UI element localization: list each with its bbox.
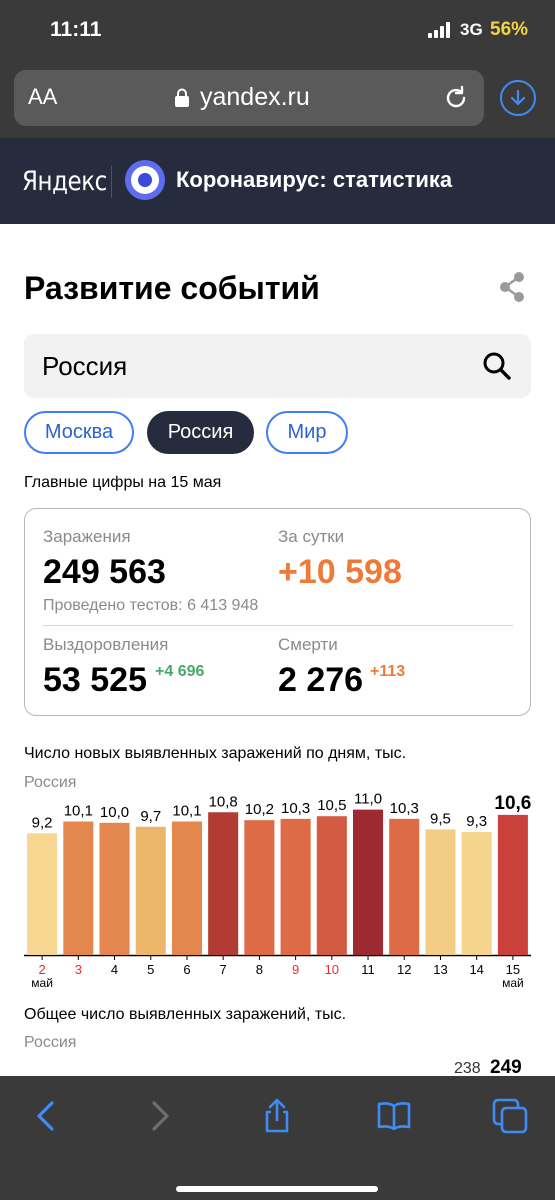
chart-bar bbox=[389, 818, 420, 955]
chart-tick-label: 9 bbox=[292, 962, 299, 977]
chart-value-label: 10,3 bbox=[281, 800, 310, 817]
chart-bar bbox=[99, 822, 130, 955]
chart-bar bbox=[135, 826, 166, 955]
chart-value-label: 10,0 bbox=[100, 804, 129, 821]
tabs-icon[interactable] bbox=[492, 1098, 528, 1134]
browser-toolbar bbox=[0, 1076, 555, 1200]
daily-cases-chart: 9,22май10,1310,049,7510,1610,8710,2810,3… bbox=[24, 791, 531, 988]
recovered-label: Выздоровления bbox=[43, 635, 169, 654]
chart-value-label: 10,5 bbox=[317, 797, 346, 814]
chart-tick-label: 4 bbox=[111, 962, 118, 977]
chart-bar bbox=[27, 833, 58, 955]
bookmarks-icon[interactable] bbox=[376, 1098, 412, 1134]
chart-tick-label: 10 bbox=[325, 962, 339, 977]
chart-tick-label: 12 bbox=[397, 962, 411, 977]
chart-bar bbox=[497, 814, 528, 955]
chart-tick-label: 2 bbox=[38, 962, 45, 977]
chart-bar bbox=[461, 832, 492, 955]
chart-tick-label: 11 bbox=[361, 962, 375, 977]
chart-bar bbox=[63, 821, 94, 955]
download-icon bbox=[510, 89, 526, 106]
chart-title: Число новых выявленных заражений по дням… bbox=[24, 745, 407, 762]
main-figures-date: Главные цифры на 15 мая bbox=[24, 474, 222, 491]
home-indicator bbox=[176, 1186, 378, 1192]
chart-value-label: 10,3 bbox=[390, 800, 419, 817]
signal-icon bbox=[428, 22, 454, 38]
chart-month-label: май bbox=[502, 976, 524, 988]
chart-month-label: май bbox=[31, 976, 53, 988]
infections-value: 249 563 bbox=[43, 553, 166, 591]
chart-bar bbox=[425, 829, 456, 955]
chip-world[interactable]: Мир bbox=[266, 411, 348, 454]
chart-bar bbox=[353, 809, 384, 955]
chart-value-label: 9,3 bbox=[466, 813, 487, 830]
chart2-title: Общее число выявленных заражений, тыс. bbox=[24, 1006, 347, 1023]
download-button[interactable] bbox=[500, 80, 536, 116]
deaths-value: 2 276 bbox=[278, 661, 364, 699]
chart-bar bbox=[316, 816, 347, 955]
reload-icon[interactable] bbox=[442, 84, 470, 112]
deaths-delta: +113 bbox=[370, 663, 406, 680]
address-bar[interactable]: AA yandex.ru bbox=[14, 70, 484, 126]
recovered-value: 53 525 bbox=[43, 661, 147, 699]
chip-russia[interactable]: Россия bbox=[147, 411, 254, 454]
header-divider bbox=[111, 166, 112, 198]
share-sheet-icon[interactable] bbox=[259, 1098, 295, 1134]
chart-tick-label: 6 bbox=[183, 962, 190, 977]
network-type: 3G bbox=[460, 20, 483, 39]
tests-count: Проведено тестов: 6 413 948 bbox=[43, 597, 259, 614]
chart-tick-label: 14 bbox=[469, 962, 483, 977]
chart-value-label: 10,1 bbox=[172, 803, 201, 820]
chart2-subtitle: Россия bbox=[24, 1034, 77, 1051]
chart-value-label: 9,7 bbox=[140, 808, 161, 825]
browser-address-area: AA yandex.ru bbox=[0, 62, 555, 138]
recovered-delta: +4 696 bbox=[155, 663, 205, 680]
battery-level: 56% bbox=[490, 19, 529, 40]
chart-value-label: 10,6 bbox=[494, 793, 531, 814]
lock-icon bbox=[175, 88, 189, 107]
infections-label: Заражения bbox=[43, 527, 131, 546]
stats-card: Заражения 249 563 За сутки +10 598 Прове… bbox=[24, 508, 531, 716]
chart-value-label: 9,5 bbox=[430, 810, 451, 827]
chart-bar bbox=[208, 812, 239, 955]
yandex-logo[interactable]: Яндекс bbox=[22, 166, 107, 197]
status-time: 11:11 bbox=[50, 18, 102, 41]
chart2-label-last: 249 bbox=[490, 1057, 522, 1078]
search-input[interactable]: Россия bbox=[42, 351, 128, 381]
status-bar: 11:11 3G 56% bbox=[0, 0, 555, 62]
site-header: Яндекс Коронавирус: статистика bbox=[0, 138, 555, 224]
alice-icon-dot bbox=[138, 173, 152, 187]
chart-tick-label: 5 bbox=[147, 962, 154, 977]
chart-tick-label: 3 bbox=[75, 962, 82, 977]
chart-tick-label: 8 bbox=[256, 962, 263, 977]
text-size-button[interactable]: AA bbox=[28, 84, 58, 109]
forward-icon[interactable] bbox=[142, 1098, 178, 1134]
chart-value-label: 10,1 bbox=[64, 803, 93, 820]
chart-value-label: 10,8 bbox=[209, 793, 238, 810]
deaths-label: Смерти bbox=[278, 635, 338, 654]
alice-icon[interactable] bbox=[125, 160, 165, 200]
chart-value-label: 10,2 bbox=[245, 801, 274, 818]
share-icon[interactable] bbox=[497, 270, 527, 304]
back-icon[interactable] bbox=[28, 1098, 64, 1134]
chip-moscow[interactable]: Москва bbox=[24, 411, 134, 454]
chart2-label: 238 bbox=[454, 1060, 481, 1077]
chart-bar bbox=[171, 821, 202, 955]
stats-divider bbox=[43, 625, 513, 626]
chart-bar bbox=[244, 820, 275, 955]
day-value: +10 598 bbox=[278, 553, 402, 591]
day-label: За сутки bbox=[278, 527, 345, 546]
page-title: Развитие событий bbox=[24, 270, 320, 306]
region-search[interactable]: Россия bbox=[24, 334, 531, 398]
chart-tick-label: 7 bbox=[220, 962, 227, 977]
header-title: Коронавирус: статистика bbox=[176, 167, 453, 192]
chart-tick-label: 13 bbox=[433, 962, 447, 977]
url-text[interactable]: yandex.ru bbox=[200, 83, 310, 111]
chart-subtitle: Россия bbox=[24, 774, 77, 791]
chart-tick-label: 15 bbox=[506, 962, 520, 977]
search-icon[interactable] bbox=[482, 351, 512, 381]
chart-value-label: 9,2 bbox=[32, 814, 53, 831]
chart-value-label: 11,0 bbox=[354, 791, 382, 808]
chart-bar bbox=[280, 818, 311, 955]
